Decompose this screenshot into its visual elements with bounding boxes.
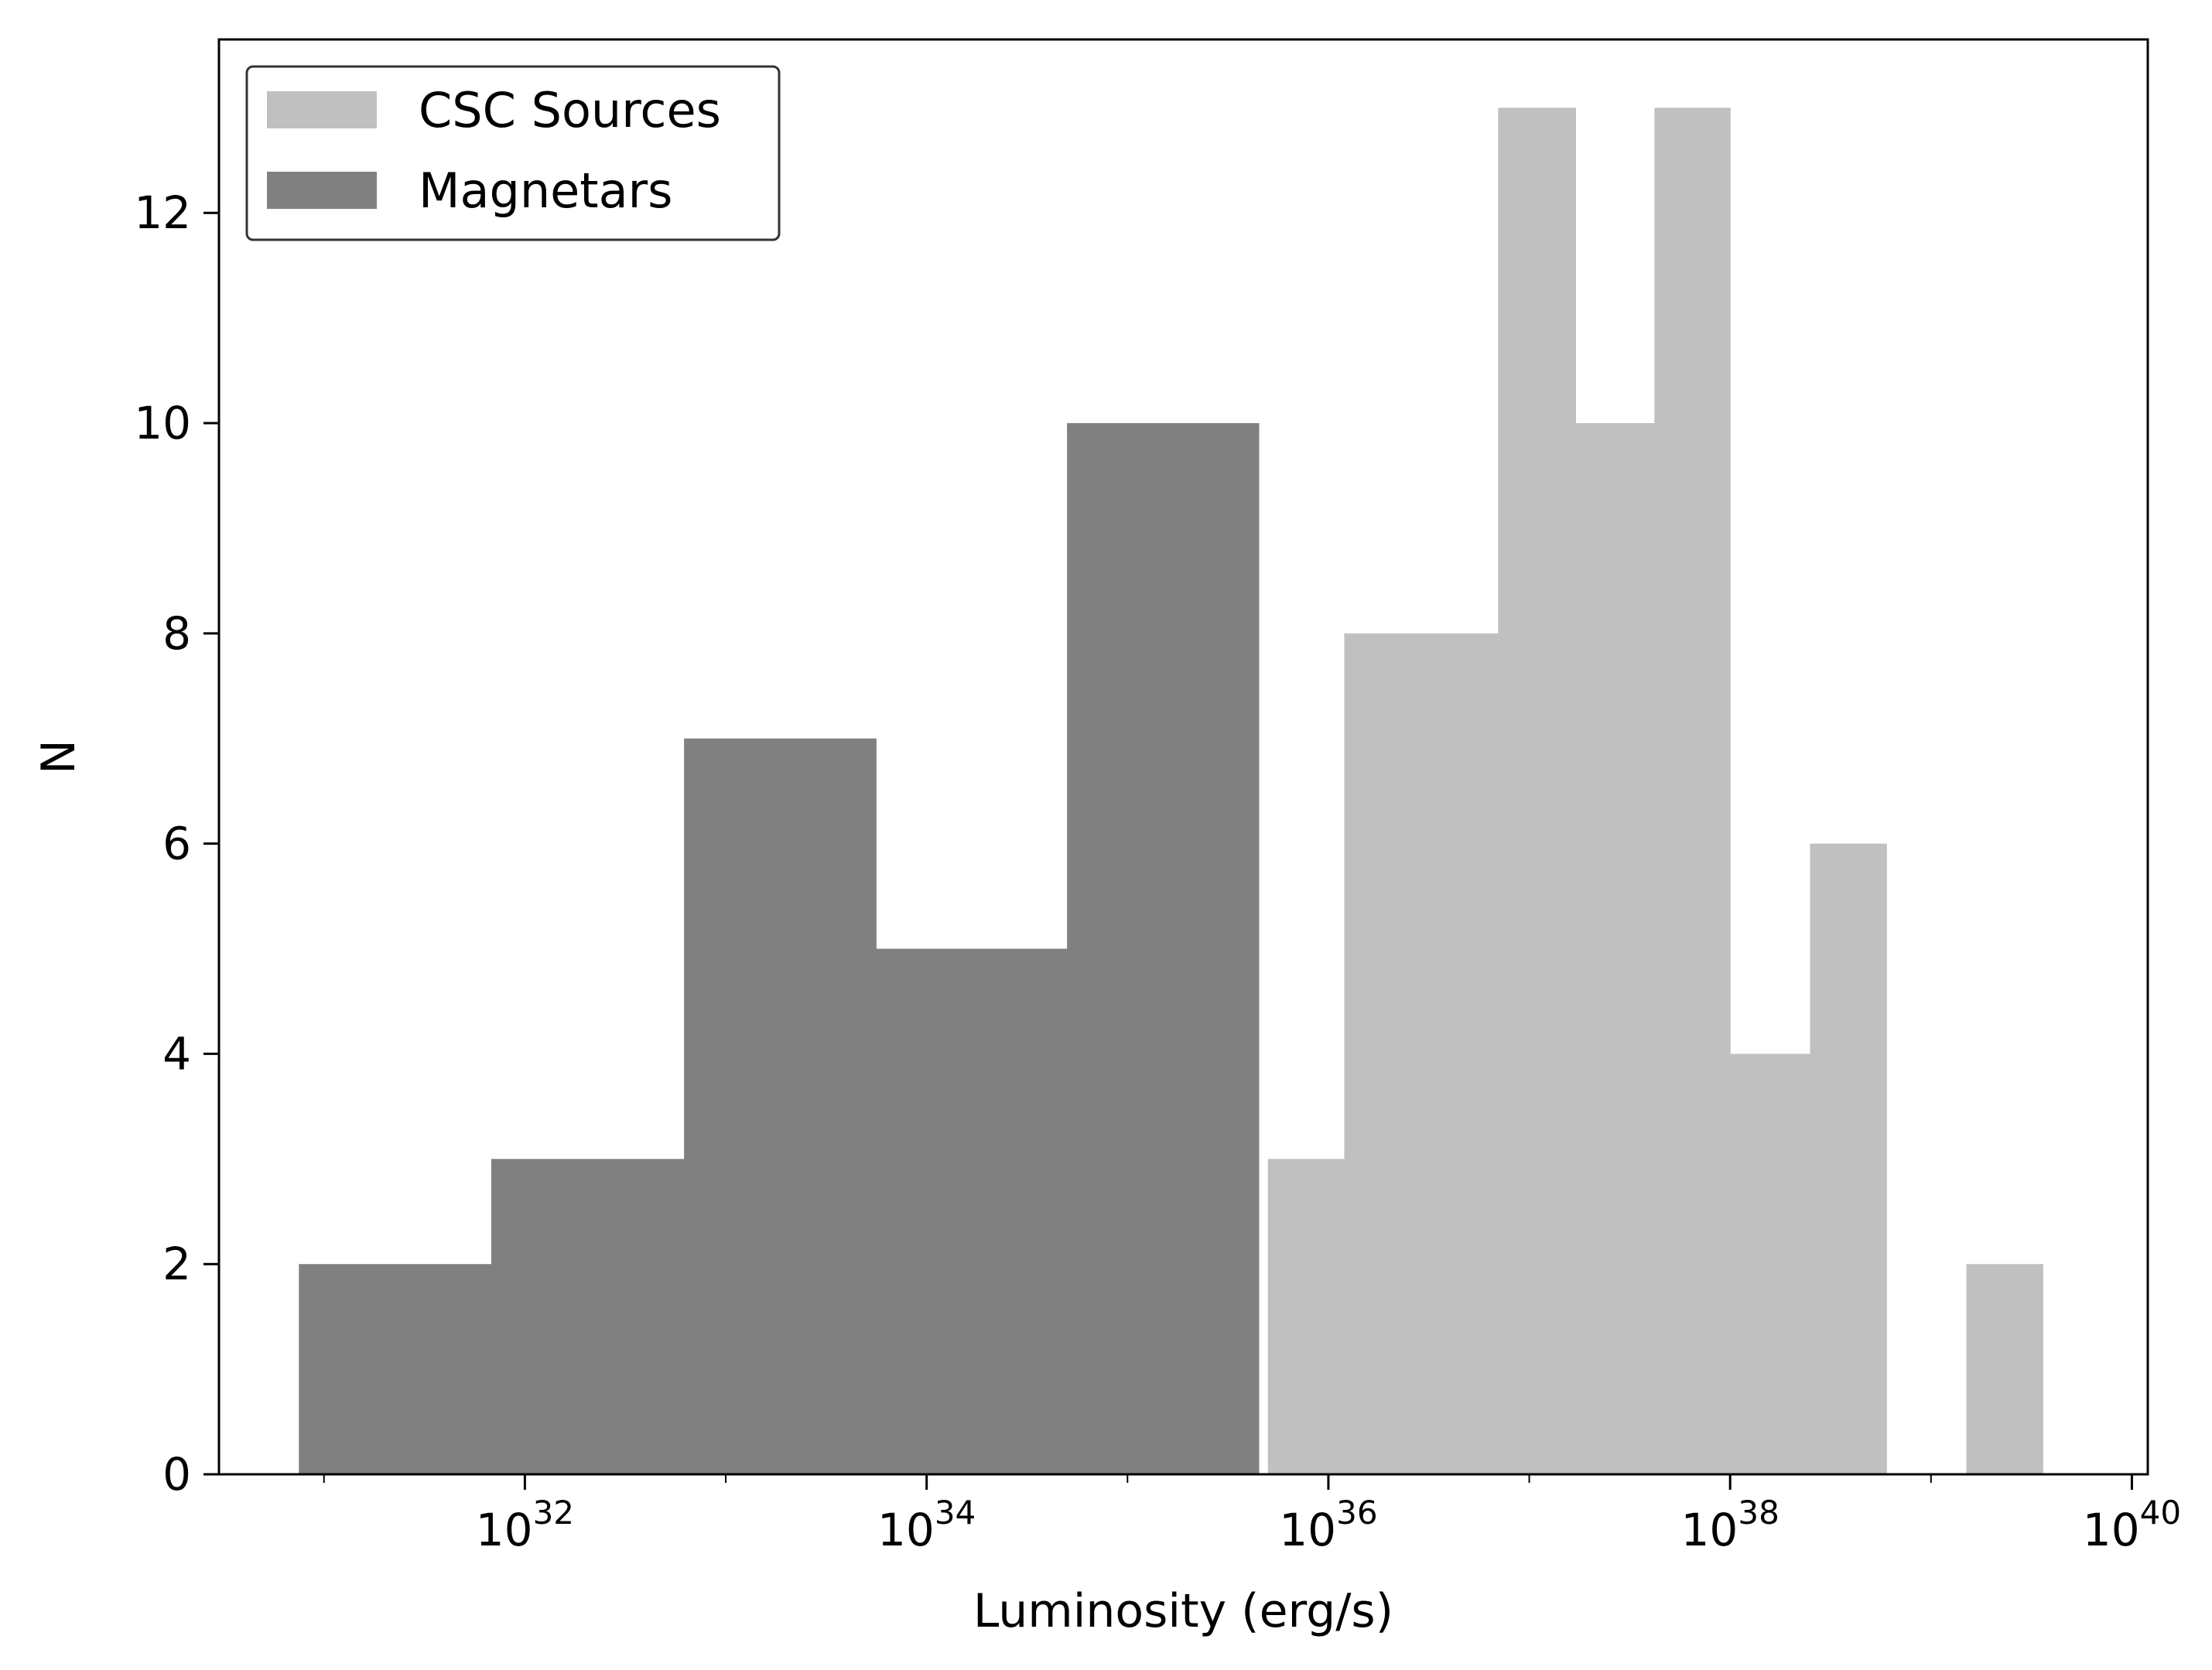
x-tick-label: 1036: [1279, 1494, 1377, 1556]
x-tick-label: 1038: [1681, 1494, 1780, 1556]
csc-sources-legend-swatch: [267, 91, 377, 128]
y-tick-label: 12: [134, 186, 191, 239]
csc-sources-bar-6: [1810, 843, 1887, 1474]
magnetars-legend-swatch: [267, 172, 377, 209]
csc-sources-bar-4: [1654, 108, 1731, 1475]
csc-sources-bar-2: [1498, 108, 1576, 1475]
y-axis-label: N: [32, 739, 86, 774]
x-tick-label: 1040: [2083, 1494, 2181, 1556]
magnetars-bar-1: [491, 1159, 685, 1474]
magnetars-bar-2: [684, 738, 877, 1474]
legend: CSC Sources Magnetars: [245, 65, 781, 241]
csc-sources-legend-label: CSC Sources: [419, 82, 721, 138]
y-axis-ticks: 0 2 4 6 8 10 12: [134, 186, 219, 1501]
csc-sources-bar-1: [1344, 633, 1499, 1474]
y-tick-label: 4: [162, 1027, 191, 1080]
magnetars-bar-0: [299, 1264, 492, 1474]
magnetars-legend-label: Magnetars: [419, 162, 672, 219]
bars-layer: [299, 108, 2043, 1475]
plot-frame: [217, 38, 2149, 1476]
x-tick-label: 1032: [476, 1494, 574, 1556]
y-tick-label: 2: [162, 1238, 191, 1290]
y-tick-label: 0: [162, 1448, 191, 1501]
csc-sources-bar-3: [1575, 423, 1655, 1474]
csc-sources-bar-8: [1966, 1264, 2043, 1474]
y-tick-label: 10: [134, 397, 191, 449]
y-tick-label: 6: [162, 818, 191, 870]
y-tick-label: 8: [162, 607, 191, 660]
csc-sources-bar-5: [1730, 1054, 1811, 1474]
legend-box: [245, 65, 781, 241]
magnetars-bar-4: [1067, 423, 1260, 1474]
x-axis-ticks: 1032 1034 1036 1038 1040: [323, 1474, 2181, 1556]
magnetars-bar-3: [876, 948, 1068, 1474]
x-tick-label: 1034: [877, 1494, 976, 1556]
x-axis-label: Luminosity (erg/s): [973, 1584, 1393, 1638]
csc-sources-bar-0: [1267, 1159, 1345, 1474]
